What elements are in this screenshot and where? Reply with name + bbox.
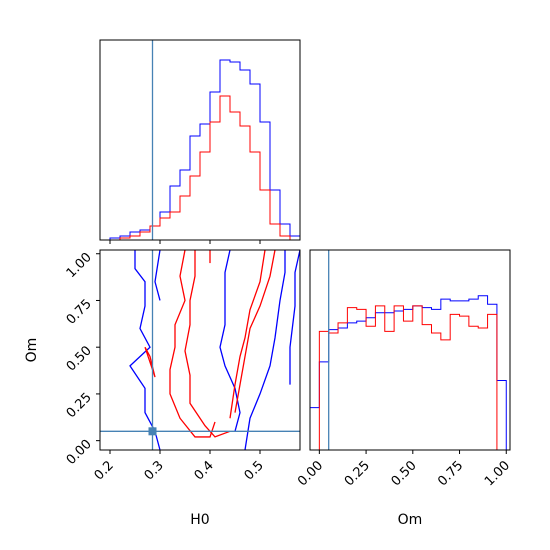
h0-xtick-label-2: 0.4 — [192, 458, 217, 483]
om-xtick-label-3: 0.75 — [435, 458, 466, 489]
om-ytick-label-3: 0.75 — [64, 297, 95, 328]
om-histogram-panel: 0.00 0.25 0.50 0.75 1.00 — [295, 249, 513, 489]
contour-series-1-line-2 — [229, 250, 266, 419]
joint-truth-marker — [148, 427, 157, 436]
y-axis-label-om: Om — [24, 338, 40, 363]
contour-series-0-line-0 — [129, 250, 161, 450]
om-histogram-series-0 — [309, 295, 507, 450]
joint-contours — [129, 250, 300, 450]
contour-series-0-line-2 — [154, 250, 161, 301]
h0-xtick-label-0: 0.2 — [92, 458, 117, 483]
om-ytick-label-2: 0.50 — [64, 343, 95, 374]
h0-xtick-label-1: 0.3 — [142, 458, 167, 483]
om-histogram-frame — [309, 249, 511, 451]
x-axis-label-h0: H0 — [190, 512, 209, 528]
contour-series-1-line-1 — [184, 250, 231, 438]
contour-series-0-line-4 — [289, 250, 300, 385]
contour-series-1-line-3 — [234, 250, 276, 413]
om-ytick-label-4: 1.00 — [64, 250, 95, 281]
h0-om-contour-panel: 0.2 0.3 0.4 0.5 0.00 0.25 0.50 0.75 1.00 — [64, 249, 301, 483]
x-axis-label-om: Om — [398, 512, 423, 528]
h0-histogram-series-1 — [100, 95, 300, 241]
contour-series-1-line-0 — [169, 250, 216, 438]
om-histogram-series-1 — [310, 305, 507, 451]
om-xtick-label-0: 0.00 — [295, 458, 326, 489]
h0-histogram-frame — [99, 39, 301, 241]
joint-frame — [99, 249, 301, 451]
om-ytick-label-1: 0.25 — [64, 390, 95, 421]
om-xtick-label-2: 0.50 — [389, 458, 420, 489]
om-xtick-label-4: 1.00 — [482, 458, 513, 489]
om-ytick-label-0: 0.00 — [64, 437, 95, 468]
contour-series-0-line-1 — [244, 250, 286, 450]
h0-xtick-label-3: 0.5 — [242, 458, 267, 483]
om-xtick-label-1: 0.25 — [342, 458, 373, 489]
contour-series-1-line-4 — [144, 346, 156, 378]
h0-histogram-series-0 — [100, 59, 301, 241]
contour-series-0-line-3 — [219, 250, 241, 432]
h0-histogram-panel — [99, 39, 301, 244]
